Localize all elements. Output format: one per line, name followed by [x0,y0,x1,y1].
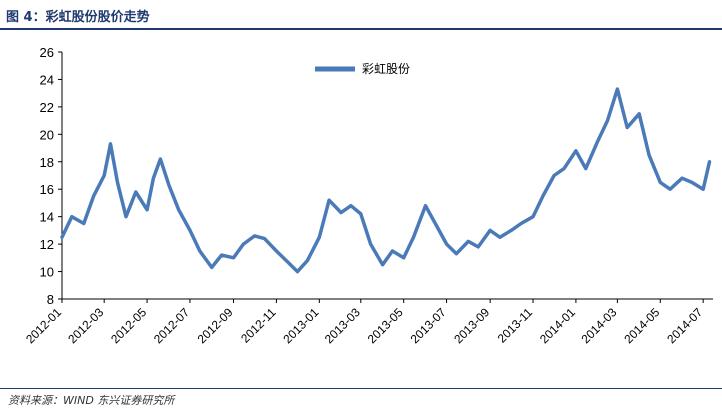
figure-title: 图 4：彩虹股份股价走势 [6,10,150,25]
y-tick-label: 8 [47,292,54,307]
x-tick-label: 2013-07 [408,305,449,346]
y-tick-label: 24 [40,72,54,87]
y-tick-label: 20 [40,127,54,142]
x-tick-label: 2012-11 [238,305,279,346]
chart-axes [61,52,713,300]
x-tick-label: 2013-01 [280,305,321,346]
x-tick-label: 2012-09 [195,305,236,346]
source-rule [0,388,722,389]
source-note: 资料来源：WIND 东兴证券研究所 [8,394,175,407]
x-tick-label: 2014-07 [664,305,705,346]
x-tick-label: 2013-09 [451,305,492,346]
y-tick-label: 10 [40,265,54,280]
x-axis-ticks: 2012-01 2012-03 2012-05 2012-07 2012-09 2012-… [23,299,706,346]
legend-label: 彩虹股份 [362,62,410,76]
y-tick-label: 14 [40,210,54,225]
legend: 彩虹股份 [315,62,410,76]
x-tick-label: 2012-03 [65,305,106,346]
x-tick-label: 2014-01 [537,305,578,346]
series-layer [60,87,712,274]
y-tick-label: 22 [40,100,54,115]
y-tick-label: 18 [40,155,54,170]
x-tick-label: 2014-03 [578,305,619,346]
x-tick-label: 2014-05 [621,305,662,346]
series-line [60,87,712,274]
title-rule [0,28,722,30]
x-tick-label: 2013-11 [495,305,536,346]
x-tick-label: 2013-03 [322,305,363,346]
x-tick-label: 2012-05 [108,305,149,346]
y-axis-ticks: 8 10 12 14 16 18 20 22 24 26 [40,45,62,307]
y-tick-label: 26 [40,45,54,60]
x-tick-label: 2013-05 [365,305,406,346]
y-tick-label: 12 [40,237,54,252]
x-tick-label: 2012-07 [151,305,192,346]
x-tick-label: 2012-01 [23,305,64,346]
y-tick-label: 16 [40,182,54,197]
